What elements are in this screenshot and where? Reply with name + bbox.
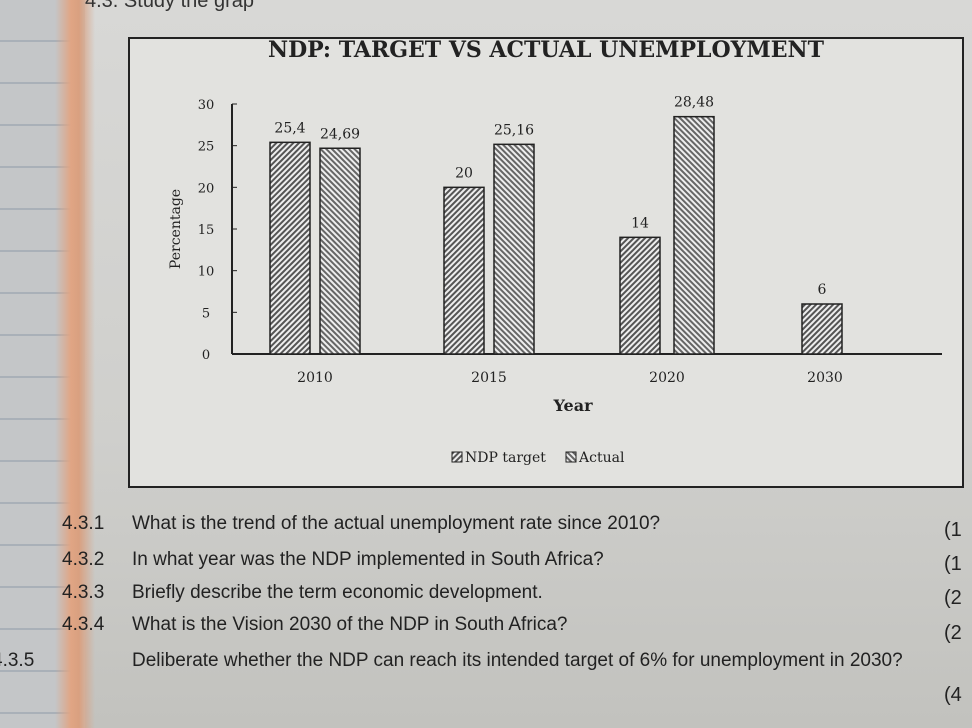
highlighter-stripe bbox=[55, 0, 95, 728]
bar-actual-2015 bbox=[493, 143, 535, 355]
bar-ndp-target-2010 bbox=[269, 141, 311, 355]
x-axis-label: Year bbox=[552, 396, 593, 415]
y-tick-label: 30 bbox=[198, 98, 215, 113]
bar-actual-2020 bbox=[673, 115, 715, 355]
question-text: What is the trend of the actual unemploy… bbox=[132, 513, 661, 534]
question-4.3.5: 4.3.5 Deliberate whether the NDP can reac… bbox=[0, 646, 952, 676]
question-number: 4.3.2 bbox=[62, 549, 105, 570]
y-tick-label: 20 bbox=[198, 181, 215, 196]
question-text: In what year was the NDP implemented in … bbox=[132, 549, 604, 570]
data-label: 24,69 bbox=[320, 126, 360, 142]
question-text: Deliberate whether the NDP can reach its… bbox=[132, 650, 903, 671]
question-marks: (1 bbox=[944, 519, 962, 541]
y-tick-label: 25 bbox=[198, 140, 215, 155]
question-4.3.1: 4.3.1 What is the trend of the actual une… bbox=[62, 513, 882, 535]
question-number: 4.3.1 bbox=[62, 513, 105, 534]
question-4.3.3: 4.3.3 Briefly describe the term economic … bbox=[62, 582, 882, 604]
question-text: What is the Vision 2030 of the NDP in So… bbox=[132, 614, 568, 635]
y-tick-label: 15 bbox=[198, 223, 215, 238]
bar-ndp-target-2020 bbox=[619, 236, 661, 355]
data-label: 25,4 bbox=[274, 120, 305, 136]
question-marks: (2 bbox=[944, 587, 962, 609]
bar-chart: NDP: TARGET VS ACTUAL UNEMPLOYMENT 0 5 10 15… bbox=[168, 37, 942, 466]
x-tick-label: 2020 bbox=[649, 370, 685, 386]
y-axis-label: Percentage bbox=[168, 189, 184, 269]
question-marks: (2 bbox=[944, 622, 962, 644]
x-tick-label: 2010 bbox=[297, 370, 333, 386]
y-tick-label: 10 bbox=[198, 265, 215, 280]
question-number: 4.3.3 bbox=[62, 582, 105, 603]
legend-label-ndp-target: NDP target bbox=[465, 450, 546, 466]
bar-ndp-target-2030 bbox=[801, 303, 843, 355]
question-number: 4.3.4 bbox=[62, 614, 105, 635]
chart-frame: NDP: TARGET VS ACTUAL UNEMPLOYMENT 0 5 10 15… bbox=[128, 37, 964, 488]
question-4.3.2: 4.3.2 In what year was the NDP implemente… bbox=[62, 549, 882, 571]
data-label: 28,48 bbox=[674, 95, 714, 111]
legend-label-actual: Actual bbox=[578, 450, 625, 466]
question-marks: (1 bbox=[944, 553, 962, 575]
x-tick-label: 2030 bbox=[807, 370, 843, 386]
legend-swatch-actual bbox=[565, 451, 577, 463]
data-label: 14 bbox=[631, 215, 649, 231]
section-intro: 4.3. Study the grap bbox=[85, 0, 255, 12]
bar-ndp-target-2015 bbox=[443, 186, 485, 355]
question-text: Briefly describe the term economic devel… bbox=[132, 582, 543, 603]
y-tick-label: 0 bbox=[202, 348, 210, 363]
question-number: 4.3.5 bbox=[0, 650, 35, 671]
bar-actual-2010 bbox=[319, 147, 361, 355]
question-4.3.4: 4.3.4 What is the Vision 2030 of the NDP … bbox=[62, 614, 882, 636]
chart-title: NDP: TARGET VS ACTUAL UNEMPLOYMENT bbox=[268, 39, 825, 63]
question-marks: (4 bbox=[944, 684, 962, 706]
data-label: 25,16 bbox=[494, 122, 534, 138]
data-label: 6 bbox=[818, 282, 827, 298]
y-tick-label: 5 bbox=[202, 306, 210, 321]
legend-swatch-ndp-target bbox=[451, 451, 463, 463]
data-label: 20 bbox=[455, 165, 473, 181]
x-tick-label: 2015 bbox=[471, 370, 507, 386]
